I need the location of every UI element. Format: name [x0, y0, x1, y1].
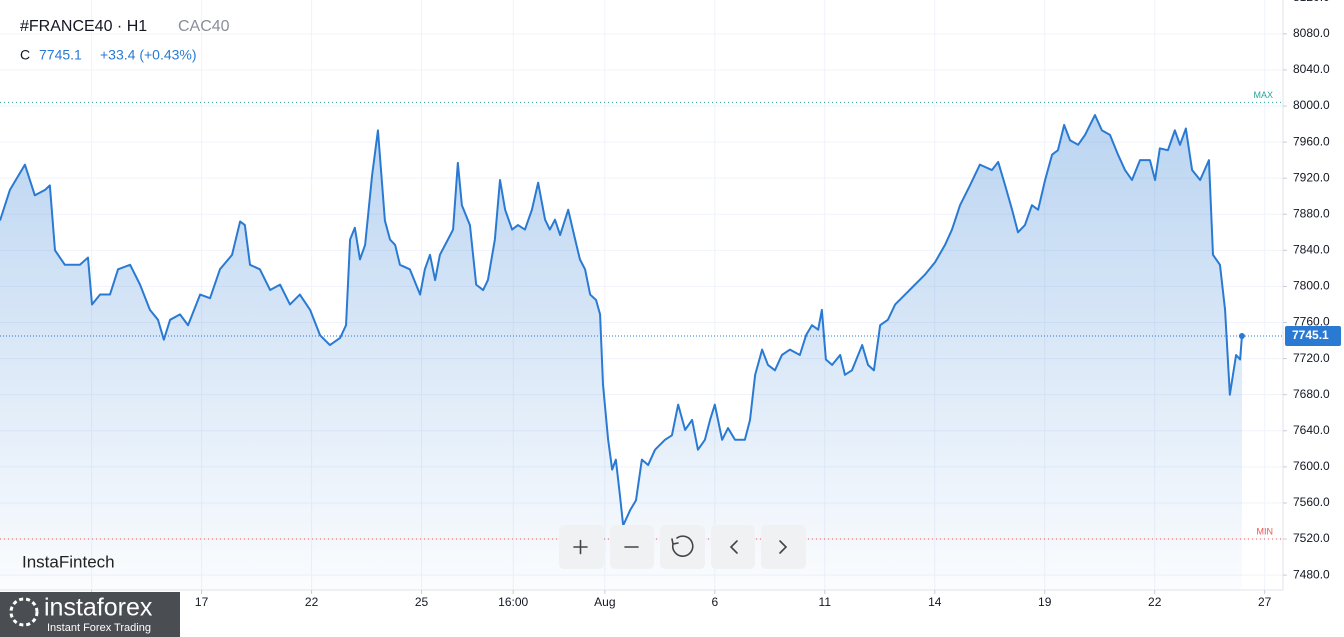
y-tick-label: 7640.0	[1293, 423, 1330, 437]
plus-icon	[573, 539, 588, 555]
y-tick-label: 7800.0	[1293, 279, 1330, 293]
y-tick-label: 7520.0	[1293, 531, 1330, 545]
last-price-label: 7745.1	[1292, 328, 1329, 342]
reset-icon	[671, 535, 694, 557]
last-point	[1238, 332, 1245, 339]
y-tick-label: 8000.0	[1293, 98, 1330, 112]
y-tick-label: 7680.0	[1293, 387, 1330, 401]
logo-mark	[9, 597, 39, 627]
y-tick-label: 7960.0	[1293, 134, 1330, 148]
chart-subtitle: CAC40	[178, 18, 230, 35]
y-tick-label: 7880.0	[1293, 206, 1330, 220]
left-icon	[729, 540, 738, 554]
x-tick-label: 22	[305, 595, 319, 609]
scroll-left-button[interactable]	[711, 525, 755, 569]
x-tick-label: 25	[415, 595, 429, 609]
y-tick-label: 8080.0	[1293, 26, 1330, 40]
area	[0, 115, 1242, 590]
y-tick-label: 7840.0	[1293, 243, 1330, 257]
y-tick-label: 7760.0	[1293, 315, 1330, 329]
logo-text: instaforex	[44, 594, 153, 622]
y-tick-label: 7600.0	[1293, 459, 1330, 473]
reset-button[interactable]	[660, 525, 705, 569]
y-tick-label: 8040.0	[1293, 62, 1330, 76]
y-tick-label: 7560.0	[1293, 495, 1330, 509]
reference-label: MIN	[1257, 526, 1274, 536]
watermark: InstaFintech	[22, 552, 115, 571]
line	[0, 114, 1243, 527]
x-tick-label: 27	[1258, 595, 1272, 609]
reference-label: MAX	[1253, 90, 1273, 100]
x-tick-label: 14	[928, 595, 942, 609]
x-tick-label: 19	[1038, 595, 1052, 609]
price-change: +33.4 (+0.43%)	[100, 47, 197, 63]
y-tick-label: 7920.0	[1293, 170, 1330, 184]
last-price: 7745.1	[39, 47, 82, 63]
y-tick-label: 8120.0	[1293, 0, 1330, 4]
logo-tagline: Instant Forex Trading	[47, 622, 151, 634]
right-icon	[779, 540, 788, 554]
y-tick-label: 7720.0	[1293, 351, 1330, 365]
x-tick-label: 17	[195, 595, 209, 609]
x-tick-label: 6	[711, 595, 718, 609]
zoom-controls	[559, 525, 806, 569]
x-tick-label: 11	[819, 595, 832, 609]
x-tick-label: 22	[1148, 595, 1162, 609]
last-price-badge	[1285, 325, 1341, 346]
x-tick-label: Aug	[594, 595, 615, 609]
logo: instaforex Instant Forex Trading	[0, 592, 180, 637]
price-prefix: C	[20, 47, 30, 63]
scroll-right-button[interactable]	[761, 525, 806, 569]
x-tick-label: 16:00	[498, 595, 528, 609]
chart-title: #FRANCE40 · H1	[20, 18, 147, 35]
y-tick-label: 7480.0	[1293, 567, 1330, 581]
